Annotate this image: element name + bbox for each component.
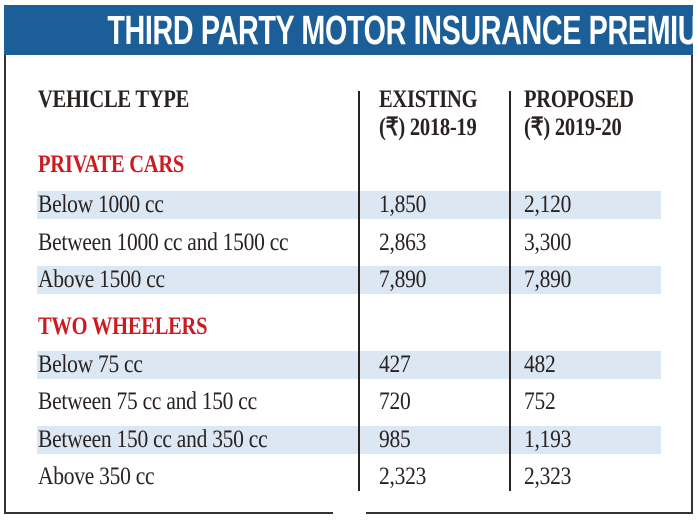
existing-cell: 985 xyxy=(379,426,411,453)
frame-border-right xyxy=(691,55,693,514)
row-stripe xyxy=(37,191,661,219)
column-divider xyxy=(358,91,360,491)
existing-cell: 7,890 xyxy=(379,266,427,293)
vehicle-type-cell: Between 1000 cc and 1500 cc xyxy=(38,229,289,256)
vehicle-type-cell: Below 1000 cc xyxy=(38,191,164,218)
existing-cell: 720 xyxy=(379,388,411,415)
page-title: THIRD PARTY MOTOR INSURANCE PREMIUM xyxy=(107,7,697,53)
proposed-cell: 1,193 xyxy=(524,426,572,453)
vehicle-type-cell: Between 75 cc and 150 cc xyxy=(38,388,257,415)
section-heading: PRIVATE CARS xyxy=(38,151,185,178)
vehicle-type-cell: Above 350 cc xyxy=(38,463,155,490)
row-stripe xyxy=(37,266,661,294)
column-header-existing-year: (₹) 2018-19 xyxy=(379,114,477,141)
vehicle-type-cell: Between 150 cc and 350 cc xyxy=(38,426,268,453)
vehicle-type-cell: Above 1500 cc xyxy=(38,266,165,293)
proposed-cell: 482 xyxy=(524,351,556,378)
frame-border-bottom-right xyxy=(366,512,693,514)
existing-cell: 2,323 xyxy=(379,463,427,490)
column-header-proposed: PROPOSED xyxy=(524,86,634,113)
existing-cell: 1,850 xyxy=(379,191,427,218)
row-stripe xyxy=(37,351,661,379)
proposed-cell: 2,323 xyxy=(524,463,572,490)
column-header-proposed-year: (₹) 2019-20 xyxy=(524,114,622,141)
row-stripe xyxy=(37,426,661,454)
section-heading: TWO WHEELERS xyxy=(38,313,208,340)
proposed-cell: 7,890 xyxy=(524,266,572,293)
proposed-cell: 3,300 xyxy=(524,229,572,256)
proposed-cell: 2,120 xyxy=(524,191,572,218)
column-header-existing: EXISTING xyxy=(379,86,478,113)
column-divider xyxy=(509,91,511,491)
proposed-cell: 752 xyxy=(524,388,556,415)
frame-border-bottom-left xyxy=(4,512,333,514)
existing-cell: 427 xyxy=(379,351,411,378)
title-banner: THIRD PARTY MOTOR INSURANCE PREMIUM xyxy=(4,5,697,55)
existing-cell: 2,863 xyxy=(379,229,427,256)
vehicle-type-cell: Below 75 cc xyxy=(38,351,143,378)
column-header-vehicle-type: VEHICLE TYPE xyxy=(38,86,190,113)
frame-border-left xyxy=(4,55,6,514)
